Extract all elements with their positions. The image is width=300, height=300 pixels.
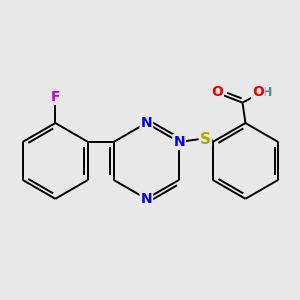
Text: O: O: [252, 85, 264, 100]
Text: N: N: [140, 116, 152, 130]
Text: S: S: [200, 132, 211, 147]
Text: N: N: [173, 135, 185, 149]
Text: N: N: [140, 192, 152, 206]
Text: H: H: [262, 86, 272, 99]
Text: F: F: [51, 90, 60, 104]
Text: O: O: [211, 85, 223, 100]
